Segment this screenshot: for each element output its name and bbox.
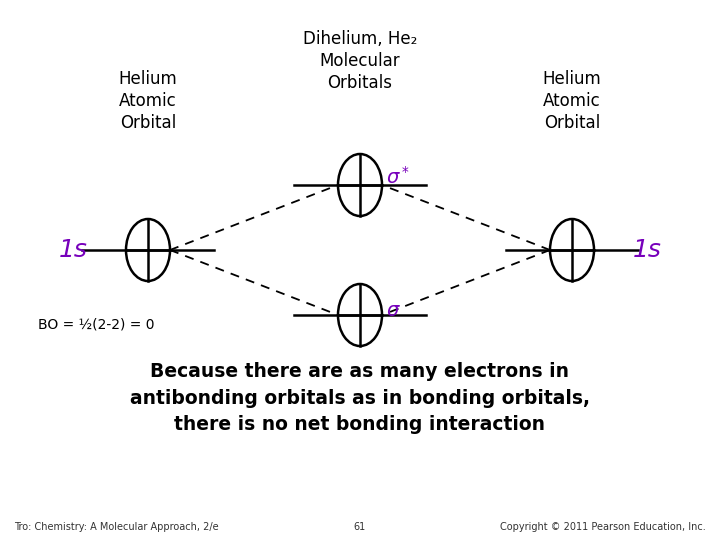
Text: BO = ½(2-2) = 0: BO = ½(2-2) = 0 [38, 318, 155, 332]
Text: Because there are as many electrons in
antibonding orbitals as in bonding orbita: Because there are as many electrons in a… [130, 362, 590, 434]
Text: 1s: 1s [632, 238, 661, 262]
Text: Helium
Atomic
Orbital: Helium Atomic Orbital [543, 70, 601, 132]
Text: 61: 61 [354, 522, 366, 532]
Text: Dihelium, He₂
Molecular
Orbitals: Dihelium, He₂ Molecular Orbitals [303, 30, 417, 92]
Text: $\sigma^*$: $\sigma^*$ [386, 166, 410, 188]
Text: Helium
Atomic
Orbital: Helium Atomic Orbital [119, 70, 177, 132]
Text: 1s: 1s [59, 238, 88, 262]
Text: Copyright © 2011 Pearson Education, Inc.: Copyright © 2011 Pearson Education, Inc. [500, 522, 706, 532]
Text: $\sigma$: $\sigma$ [386, 300, 401, 320]
Text: Tro: Chemistry: A Molecular Approach, 2/e: Tro: Chemistry: A Molecular Approach, 2/… [14, 522, 219, 532]
